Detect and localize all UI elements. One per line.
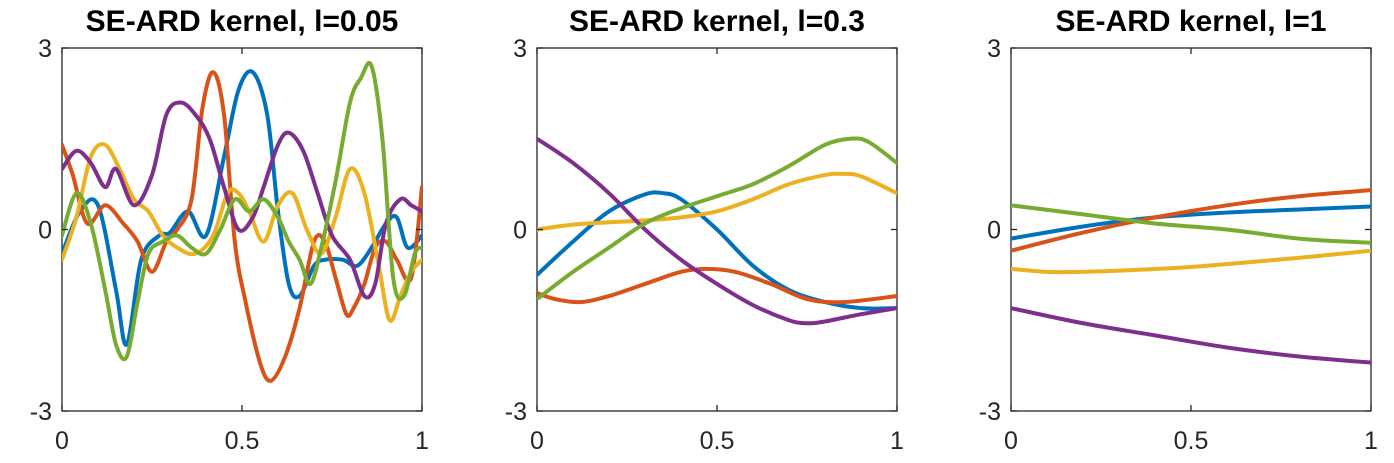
y-tick-label: 3	[987, 35, 1001, 63]
chart-title: SE-ARD kernel, l=0.3	[569, 5, 865, 38]
x-tick-label: 0.5	[700, 427, 735, 455]
y-tick-label: 0	[38, 217, 52, 245]
series-line-green	[537, 136, 897, 302]
y-tick-label: -3	[505, 398, 527, 426]
y-tick-label: -3	[30, 398, 52, 426]
x-tick-label: 0	[1004, 427, 1018, 455]
series-line-purple	[1011, 306, 1371, 365]
x-tick-label: 0.5	[1174, 427, 1209, 455]
x-tick-label: 0	[55, 427, 69, 455]
x-tick-label: 1	[890, 427, 904, 455]
y-tick-label: -3	[979, 398, 1001, 426]
series-line-orange	[62, 70, 422, 383]
y-tick-label: 3	[513, 35, 527, 63]
chart-title: SE-ARD kernel, l=0.05	[86, 5, 399, 38]
x-tick-label: 0.5	[225, 427, 260, 455]
series-line-blue	[62, 69, 422, 347]
series-line-purple	[62, 100, 422, 300]
y-tick-label: 0	[513, 217, 527, 245]
series-line-green	[1011, 203, 1371, 245]
series-line-yellow	[537, 171, 897, 232]
series-line-green	[62, 60, 422, 362]
series-line-purple	[537, 136, 897, 326]
series-group	[537, 136, 897, 326]
y-tick-label: 3	[38, 35, 52, 63]
x-tick-label: 1	[1364, 427, 1378, 455]
series-group	[62, 60, 422, 383]
y-tick-label: 0	[987, 217, 1001, 245]
chart-title: SE-ARD kernel, l=1	[1056, 5, 1327, 38]
x-tick-label: 0	[530, 427, 544, 455]
series-line-yellow	[1011, 248, 1371, 275]
series-line-blue	[1011, 204, 1371, 241]
x-tick-label: 1	[415, 427, 429, 455]
series-line-orange	[1011, 188, 1371, 253]
series-group	[1011, 188, 1371, 365]
